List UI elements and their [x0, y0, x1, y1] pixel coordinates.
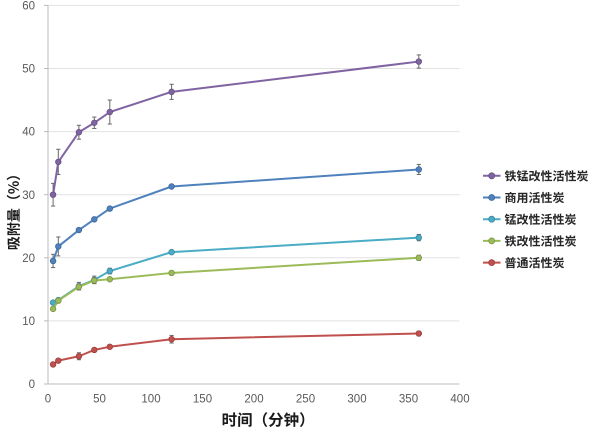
svg-text:200: 200: [244, 394, 263, 406]
svg-text:0: 0: [45, 394, 51, 406]
svg-text:250: 250: [296, 394, 315, 406]
svg-text:0: 0: [29, 379, 35, 391]
svg-text:20: 20: [22, 253, 35, 265]
svg-text:400: 400: [450, 394, 469, 406]
svg-text:300: 300: [347, 394, 366, 406]
svg-text:10: 10: [22, 316, 35, 328]
svg-text:30: 30: [22, 190, 35, 202]
svg-text:150: 150: [193, 394, 212, 406]
svg-text:40: 40: [22, 127, 35, 139]
svg-text:100: 100: [141, 394, 160, 406]
svg-text:350: 350: [399, 394, 418, 406]
svg-text:60: 60: [22, 1, 35, 13]
svg-text:50: 50: [22, 64, 35, 76]
svg-text:50: 50: [93, 394, 106, 406]
